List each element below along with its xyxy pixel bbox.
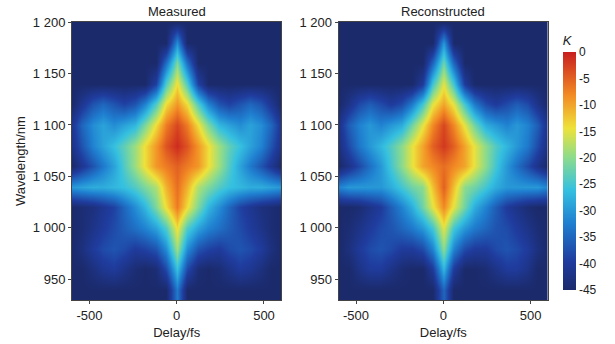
svg-text:1 100: 1 100 [299, 118, 332, 133]
svg-text:950: 950 [310, 272, 332, 287]
svg-text:1 000: 1 000 [33, 220, 66, 235]
svg-text:1 150: 1 150 [33, 66, 66, 81]
svg-text:Delay/fs: Delay/fs [153, 325, 200, 340]
svg-text:-35: -35 [579, 230, 597, 244]
svg-text:1 200: 1 200 [33, 15, 66, 30]
svg-text:-500: -500 [76, 308, 102, 323]
svg-text:1 000: 1 000 [299, 220, 332, 235]
svg-text:1 150: 1 150 [299, 66, 332, 81]
svg-text:0: 0 [579, 45, 586, 59]
svg-text:Reconstructed: Reconstructed [401, 4, 485, 19]
svg-text:-30: -30 [579, 204, 597, 218]
svg-text:-500: -500 [343, 308, 369, 323]
svg-text:-20: -20 [579, 151, 597, 165]
svg-text:-10: -10 [579, 98, 597, 112]
svg-text:-40: -40 [579, 257, 597, 271]
svg-text:1 200: 1 200 [299, 15, 332, 30]
svg-text:500: 500 [253, 308, 275, 323]
svg-text:0: 0 [440, 308, 447, 323]
svg-text:500: 500 [520, 308, 542, 323]
svg-text:1 050: 1 050 [33, 169, 66, 184]
svg-text:Wavelength/nm: Wavelength/nm [13, 116, 28, 206]
svg-text:Measured: Measured [148, 4, 206, 19]
svg-text:0: 0 [173, 308, 180, 323]
svg-text:1 100: 1 100 [33, 118, 66, 133]
svg-text:Delay/fs: Delay/fs [420, 325, 467, 340]
svg-text:1 050: 1 050 [299, 169, 332, 184]
svg-text:-15: -15 [579, 125, 597, 139]
svg-text:-25: -25 [579, 177, 597, 191]
svg-text:-45: -45 [579, 283, 597, 297]
svg-text:-5: -5 [579, 72, 590, 86]
svg-text:K: K [563, 33, 573, 48]
svg-text:950: 950 [44, 272, 66, 287]
